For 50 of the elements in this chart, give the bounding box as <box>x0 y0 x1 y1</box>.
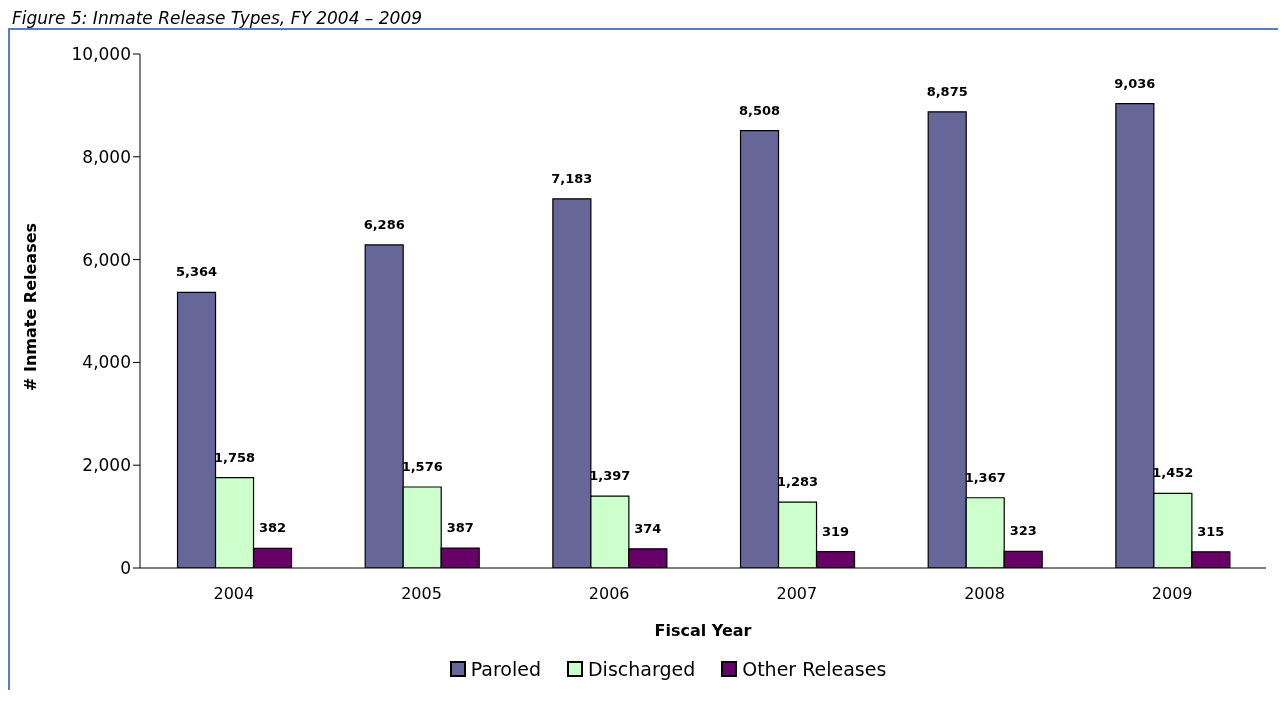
bar <box>628 548 668 568</box>
bar <box>1115 102 1155 568</box>
bar <box>739 130 780 568</box>
data-label: 1,758 <box>213 449 256 465</box>
y-tick-label: 6,000 <box>82 249 131 270</box>
x-tick-label: 2008 <box>964 584 1005 604</box>
bar <box>364 244 404 568</box>
x-tick-label: 2007 <box>776 584 818 604</box>
y-tick-label: 2,000 <box>82 455 131 476</box>
data-label: 323 <box>1009 523 1037 539</box>
legend-label: Paroled <box>469 658 541 680</box>
y-tick-label: 8,000 <box>82 146 131 167</box>
y-tick-label: 10,000 <box>71 44 131 65</box>
bar <box>552 198 592 568</box>
y-tick-label: 4,000 <box>82 352 131 373</box>
bar <box>176 291 217 568</box>
x-tick-label: 2006 <box>588 584 630 604</box>
bar <box>214 477 255 568</box>
bar <box>1003 550 1043 568</box>
data-label: 315 <box>1197 523 1225 539</box>
y-tick-label: 0 <box>120 558 131 579</box>
data-label: 7,183 <box>551 170 593 186</box>
bar <box>402 486 442 568</box>
y-axis-title: # Inmate Releases <box>20 222 40 391</box>
data-label: 6,286 <box>363 216 405 232</box>
legend-label: Other Releases <box>741 658 887 680</box>
bar <box>590 495 630 568</box>
data-label: 382 <box>258 520 287 536</box>
x-tick-label: 2005 <box>401 584 442 604</box>
data-label: 8,508 <box>738 102 781 118</box>
data-label: 5,364 <box>175 264 218 280</box>
bar <box>1153 492 1193 568</box>
x-tick-label: 2004 <box>213 584 255 604</box>
data-label: 9,036 <box>1114 75 1156 91</box>
bar <box>927 111 967 568</box>
data-label: 387 <box>446 520 474 536</box>
data-label: 319 <box>821 523 850 539</box>
bar <box>965 497 1005 568</box>
data-label: 8,875 <box>926 83 968 99</box>
bar <box>1191 551 1231 568</box>
data-label: 374 <box>634 520 662 536</box>
bar <box>252 547 293 568</box>
x-axis-title: Fiscal Year <box>654 621 752 640</box>
legend-label: Discharged <box>586 658 696 680</box>
bar <box>815 551 856 568</box>
chart-title: Figure 5: Inmate Release Types, FY 2004 – 2009 <box>11 8 424 28</box>
bar <box>440 547 480 568</box>
x-tick-label: 2009 <box>1151 584 1193 604</box>
bar <box>777 501 818 568</box>
data-label: 1,283 <box>776 474 819 490</box>
